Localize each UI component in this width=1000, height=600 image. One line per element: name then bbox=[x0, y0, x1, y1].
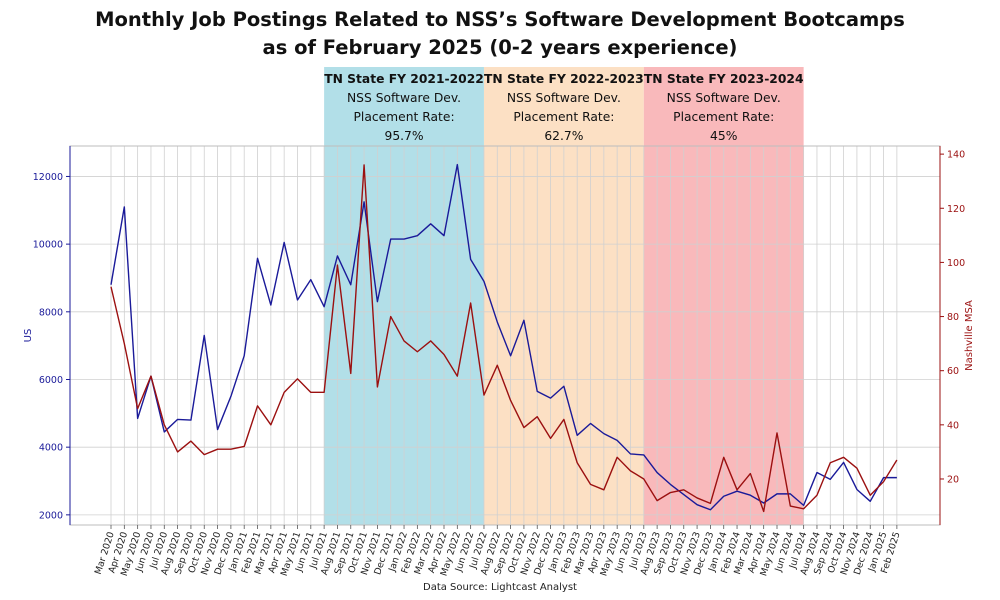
fy-band-rate-label-1: Placement Rate: bbox=[353, 110, 454, 124]
series-lines bbox=[110, 163, 898, 513]
y-left-tick-label: 10000 bbox=[33, 240, 63, 251]
y-right-tick-label: 20 bbox=[947, 474, 959, 485]
fy-band-rate-2: 62.7% bbox=[544, 129, 583, 143]
y-right-tick-label: 100 bbox=[947, 258, 965, 269]
y-right-tick-label: 40 bbox=[947, 420, 959, 431]
fy-band-rate-3: 45% bbox=[710, 129, 737, 143]
fy-band-rate-label-3: Placement Rate: bbox=[673, 110, 774, 124]
fy-band-program-1: NSS Software Dev. bbox=[347, 91, 461, 105]
fy-band-program-3: NSS Software Dev. bbox=[667, 91, 781, 105]
y-left-tick-label: 4000 bbox=[39, 443, 63, 454]
y-right-tick-label: 60 bbox=[947, 366, 959, 377]
y-left-tick-label: 8000 bbox=[39, 307, 63, 318]
grid-lines bbox=[70, 146, 940, 525]
chart-title-line-1: Monthly Job Postings Related to NSS’s So… bbox=[95, 8, 905, 31]
fy-band-title-3: TN State FY 2023-2024 bbox=[644, 72, 804, 86]
fy-band-title-2: TN State FY 2022-2023 bbox=[484, 72, 644, 86]
fy-band-program-2: NSS Software Dev. bbox=[507, 91, 621, 105]
series-line-nashville bbox=[110, 164, 898, 513]
fy-band-rate-1: 95.7% bbox=[385, 129, 424, 143]
y-left-axis-label: US bbox=[23, 329, 34, 343]
y-right-tick-label: 120 bbox=[947, 204, 965, 215]
y-right-tick-label: 140 bbox=[947, 150, 965, 161]
chart-title-line-2: as of February 2025 (0-2 years experienc… bbox=[262, 36, 738, 59]
y-right-axis-label: Nashville MSA bbox=[964, 300, 975, 371]
y-right-tick-label: 80 bbox=[947, 312, 959, 323]
y-left-tick-label: 2000 bbox=[39, 510, 63, 521]
data-source-note: Data Source: Lightcast Analyst bbox=[423, 582, 577, 593]
chart-title: Monthly Job Postings Related to NSS’s So… bbox=[0, 6, 1000, 62]
y-left-tick-label: 12000 bbox=[33, 172, 63, 183]
fy-band-rate-label-2: Placement Rate: bbox=[513, 110, 614, 124]
fy-band-title-1: TN State FY 2021-2022 bbox=[324, 72, 484, 86]
y-left-tick-label: 6000 bbox=[39, 375, 63, 386]
